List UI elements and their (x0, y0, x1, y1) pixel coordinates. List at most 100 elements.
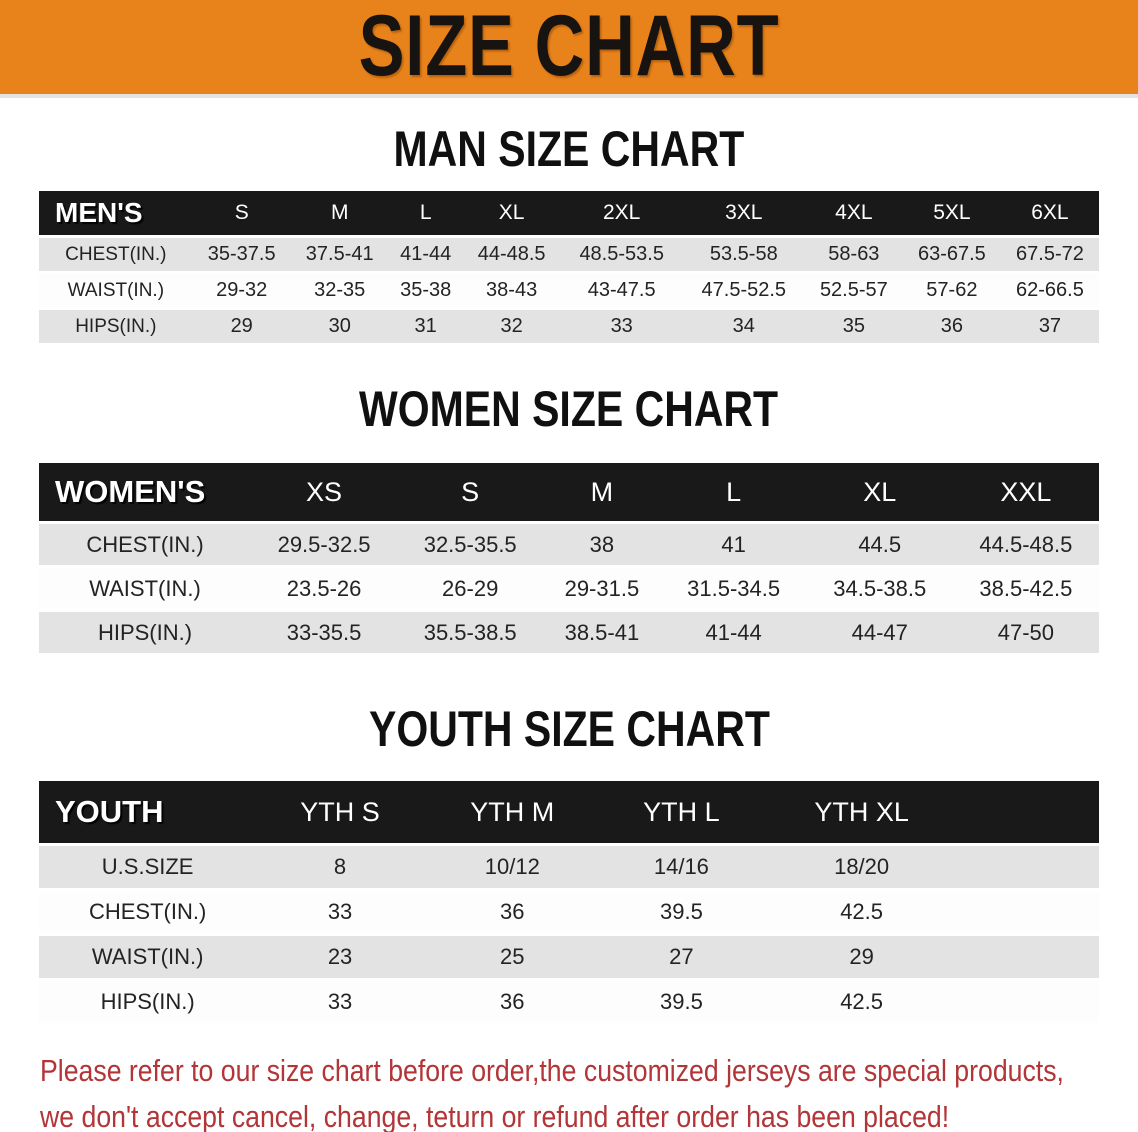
size-value-cell: 31 (388, 310, 463, 343)
size-value-cell: 36 (423, 981, 601, 1023)
row-label: HIPS(IN.) (39, 981, 257, 1023)
size-value-cell: 47-50 (952, 612, 1099, 653)
size-value-cell: 44-48.5 (462, 238, 561, 271)
row-label: HIPS(IN.) (39, 612, 251, 653)
size-value-cell: 38.5-42.5 (952, 568, 1099, 609)
size-value-cell: 18/20 (762, 846, 962, 888)
size-value-cell: 14/16 (600, 846, 763, 888)
table-row: WAIST(IN.) 29-32 32-35 35-38 38-43 43-47.5 47.… (39, 274, 1099, 307)
spacer-cell (961, 981, 1099, 1023)
row-label: CHEST(IN.) (39, 891, 257, 933)
youth-size-table: YOUTH YTH S YTH M YTH L YTH XL U.S.SIZE 8 10/12… (39, 778, 1099, 1026)
size-value-cell: 41-44 (388, 238, 463, 271)
women-size-table: WOMEN'S XS S M L XL XXL CHEST(IN.) 29.5-32.5 32.5… (39, 460, 1099, 656)
column-header: XL (462, 191, 561, 235)
table-row: CHEST(IN.) 33 36 39.5 42.5 (39, 891, 1099, 933)
size-value-cell: 35 (804, 310, 903, 343)
size-value-cell: 36 (902, 310, 1001, 343)
row-label: WAIST(IN.) (39, 568, 251, 609)
size-value-cell: 52.5-57 (804, 274, 903, 307)
size-value-cell: 53.5-58 (682, 238, 805, 271)
column-header: L (388, 191, 463, 235)
size-value-cell: 30 (290, 310, 389, 343)
size-chart-section: WOMEN SIZE CHART WOMEN'S XS S M L XL XXL CHEST(I… (39, 384, 1099, 656)
section-heading: MAN SIZE CHART (39, 124, 1099, 174)
section-heading-text: MAN SIZE CHART (393, 121, 745, 177)
column-header: S (397, 463, 544, 521)
row-label: HIPS(IN.) (39, 310, 193, 343)
column-header: 4XL (804, 191, 903, 235)
size-value-cell: 23.5-26 (251, 568, 398, 609)
size-value-cell: 23 (256, 936, 424, 978)
size-chart-sections: MAN SIZE CHART MEN'S S M L XL 2XL 3XL 4XL 5XL 6XL C… (0, 124, 1138, 1026)
size-value-cell: 33 (256, 891, 424, 933)
size-value-cell: 26-29 (397, 568, 544, 609)
size-value-cell: 34 (682, 310, 805, 343)
size-value-cell: 41 (660, 524, 807, 565)
section-heading-text: YOUTH SIZE CHART (368, 701, 770, 757)
size-value-cell: 27 (600, 936, 763, 978)
size-value-cell: 33 (256, 981, 424, 1023)
size-value-cell: 57-62 (902, 274, 1001, 307)
size-value-cell: 41-44 (660, 612, 807, 653)
header-row: MEN'S S M L XL 2XL 3XL 4XL 5XL 6XL (39, 191, 1099, 235)
table-row: WAIST(IN.) 23 25 27 29 (39, 936, 1099, 978)
column-header: 6XL (1000, 191, 1099, 235)
column-header: 5XL (902, 191, 1001, 235)
size-value-cell: 38 (543, 524, 661, 565)
size-value-cell: 10/12 (423, 846, 601, 888)
size-value-cell: 32 (462, 310, 561, 343)
spacer-cell (961, 781, 1099, 843)
size-chart-banner: SIZE CHART (0, 0, 1138, 98)
row-label: WAIST(IN.) (39, 274, 193, 307)
column-header: YTH S (256, 781, 424, 843)
size-value-cell: 37 (1000, 310, 1099, 343)
table-group-label: YOUTH (39, 781, 257, 843)
size-value-cell: 36 (423, 891, 601, 933)
column-header: XXL (952, 463, 1099, 521)
size-value-cell: 43-47.5 (560, 274, 683, 307)
size-value-cell: 38-43 (462, 274, 561, 307)
size-value-cell: 39.5 (600, 891, 763, 933)
header-row: WOMEN'S XS S M L XL XXL (39, 463, 1099, 521)
size-value-cell: 37.5-41 (290, 238, 389, 271)
men-size-table: MEN'S S M L XL 2XL 3XL 4XL 5XL 6XL CHEST(IN.) 35-37… (39, 188, 1099, 346)
size-value-cell: 35-37.5 (192, 238, 291, 271)
column-header: S (192, 191, 291, 235)
header-row: YOUTH YTH S YTH M YTH L YTH XL (39, 781, 1099, 843)
size-value-cell: 33 (560, 310, 683, 343)
size-value-cell: 62-66.5 (1000, 274, 1099, 307)
column-header: XL (806, 463, 953, 521)
column-header: 3XL (682, 191, 805, 235)
size-value-cell: 35-38 (388, 274, 463, 307)
section-heading: WOMEN SIZE CHART (39, 384, 1099, 434)
spacer-cell (961, 891, 1099, 933)
table-row: CHEST(IN.) 29.5-32.5 32.5-35.5 38 41 44.5 44.5… (39, 524, 1099, 565)
order-notice: Please refer to our size chart before or… (40, 1048, 1138, 1132)
row-label: WAIST(IN.) (39, 936, 257, 978)
size-value-cell: 29-31.5 (543, 568, 661, 609)
size-value-cell: 38.5-41 (543, 612, 661, 653)
table-group-label: WOMEN'S (39, 463, 251, 521)
size-value-cell: 42.5 (762, 981, 962, 1023)
spacer-cell (961, 936, 1099, 978)
table-group-label: MEN'S (39, 191, 193, 235)
size-chart-section: YOUTH SIZE CHART YOUTH YTH S YTH M YTH L YTH … (39, 704, 1099, 1026)
size-value-cell: 31.5-34.5 (660, 568, 807, 609)
spacer-cell (961, 846, 1099, 888)
size-value-cell: 44-47 (806, 612, 953, 653)
size-value-cell: 67.5-72 (1000, 238, 1099, 271)
size-value-cell: 29.5-32.5 (251, 524, 398, 565)
column-header: L (660, 463, 807, 521)
size-value-cell: 33-35.5 (251, 612, 398, 653)
table-row: WAIST(IN.) 23.5-26 26-29 29-31.5 31.5-34.5 34… (39, 568, 1099, 609)
notice-line-2: we don't accept cancel, change, teturn o… (40, 1099, 950, 1132)
size-value-cell: 29-32 (192, 274, 291, 307)
column-header: YTH XL (762, 781, 962, 843)
row-label: CHEST(IN.) (39, 524, 251, 565)
column-header: YTH L (600, 781, 763, 843)
section-heading-text: WOMEN SIZE CHART (359, 381, 779, 437)
table-row: HIPS(IN.) 33-35.5 35.5-38.5 38.5-41 41-44 44-… (39, 612, 1099, 653)
size-value-cell: 32-35 (290, 274, 389, 307)
size-value-cell: 44.5 (806, 524, 953, 565)
